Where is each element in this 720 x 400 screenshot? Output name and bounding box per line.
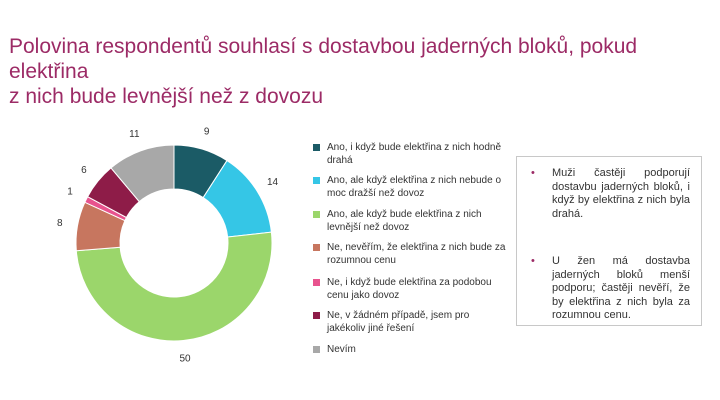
legend-swatch: [313, 312, 320, 319]
legend-label: Ne, nevěřím, že elektřina z nich bude za…: [327, 242, 506, 266]
legend-swatch: [313, 177, 320, 184]
donut-chart: 9 14 50 8 16 11: [57, 127, 279, 365]
bullet-icon: •: [531, 255, 535, 267]
donut-slice: [110, 144, 175, 203]
legend-label: Nevím: [327, 344, 356, 355]
commentary-text: Muži častěji podporují dostavbu jadernýc…: [552, 167, 690, 220]
legend-swatch: [313, 279, 320, 286]
title-line-2: z nich bude levnější než z dovozu: [9, 85, 324, 108]
legend-swatch: [313, 211, 320, 218]
slice-value-label: 6: [81, 165, 87, 176]
slice-value-label: 14: [267, 177, 279, 188]
slice-value-label: 9: [204, 127, 210, 138]
legend-swatch: [313, 144, 320, 151]
page-title: Polovina respondentů souhlasí s dostavbo…: [9, 34, 709, 109]
legend-label: Ano, i když bude elektřina z nich hodně …: [327, 142, 501, 166]
legend-label: Ano, ale když elektřina z nich nebude o …: [327, 175, 501, 199]
legend-label: Ano, ale když bude elektřina z nich levn…: [327, 209, 482, 233]
legend-swatch: [313, 346, 320, 353]
title-line-1: Polovina respondentů souhlasí s dostavbo…: [9, 35, 638, 83]
bullet-icon: •: [531, 167, 535, 179]
legend-label: Ne, v žádném případě, jsem pro jakékoliv…: [327, 310, 470, 334]
legend-swatch: [313, 244, 320, 251]
legend-label: Ne, i když bude elektřina za podobou cen…: [327, 277, 492, 301]
commentary-box: • Muži častěji podporují dostavbu jadern…: [516, 156, 702, 326]
donut-slice: [75, 231, 273, 342]
slice-value-label: 50: [179, 353, 191, 364]
slice-value-label: 11: [129, 129, 140, 140]
commentary-text: U žen má dostavba jaderných bloků menší …: [552, 255, 690, 321]
slice-value-label: 1: [67, 186, 73, 197]
slice-value-label: 8: [57, 218, 63, 229]
